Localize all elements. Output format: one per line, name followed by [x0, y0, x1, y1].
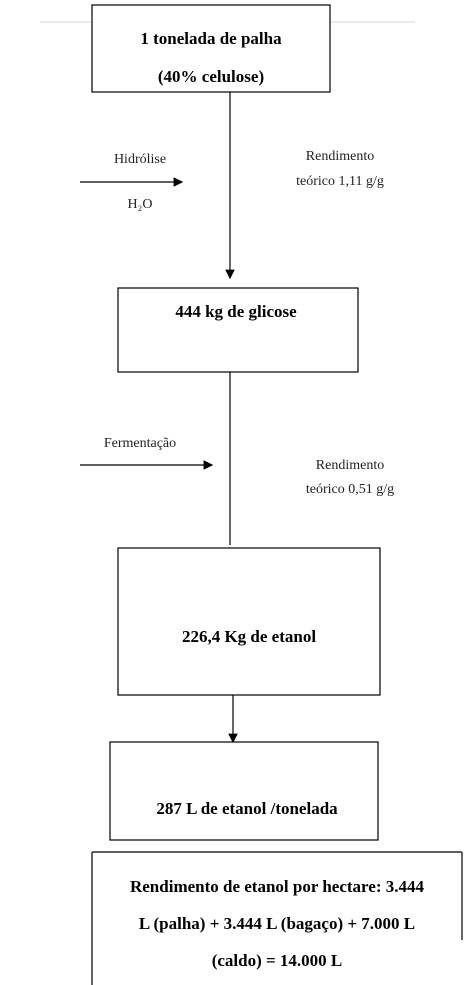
node-text: 287 L de etanol /tonelada	[156, 799, 338, 818]
yield-label: Rendimento	[306, 149, 374, 164]
node-text: 1 tonelada de palha	[140, 29, 282, 48]
summary-text: L (palha) + 3.444 L (bagaço) + 7.000 L	[139, 914, 415, 933]
process-label: Hidrólise	[114, 152, 166, 167]
node-text: (40% celulose)	[158, 67, 264, 86]
node-box	[117, 287, 359, 373]
summary-text: Rendimento de etanol por hectare: 3.444	[130, 877, 425, 896]
yield-label: Rendimento	[316, 458, 384, 473]
node-box	[117, 547, 381, 696]
yield-label: teórico 0,51 g/g	[306, 482, 394, 497]
process-label: Fermentação	[104, 436, 176, 451]
input-label: H₂O	[127, 197, 152, 212]
node-text: 444 kg de glicose	[175, 302, 297, 321]
node-box	[91, 4, 331, 93]
summary-text: (caldo) = 14.000 L	[212, 951, 343, 970]
node-text: 226,4 Kg de etanol	[182, 627, 316, 646]
yield-label: teórico 1,11 g/g	[296, 174, 384, 189]
node-box	[109, 741, 379, 841]
